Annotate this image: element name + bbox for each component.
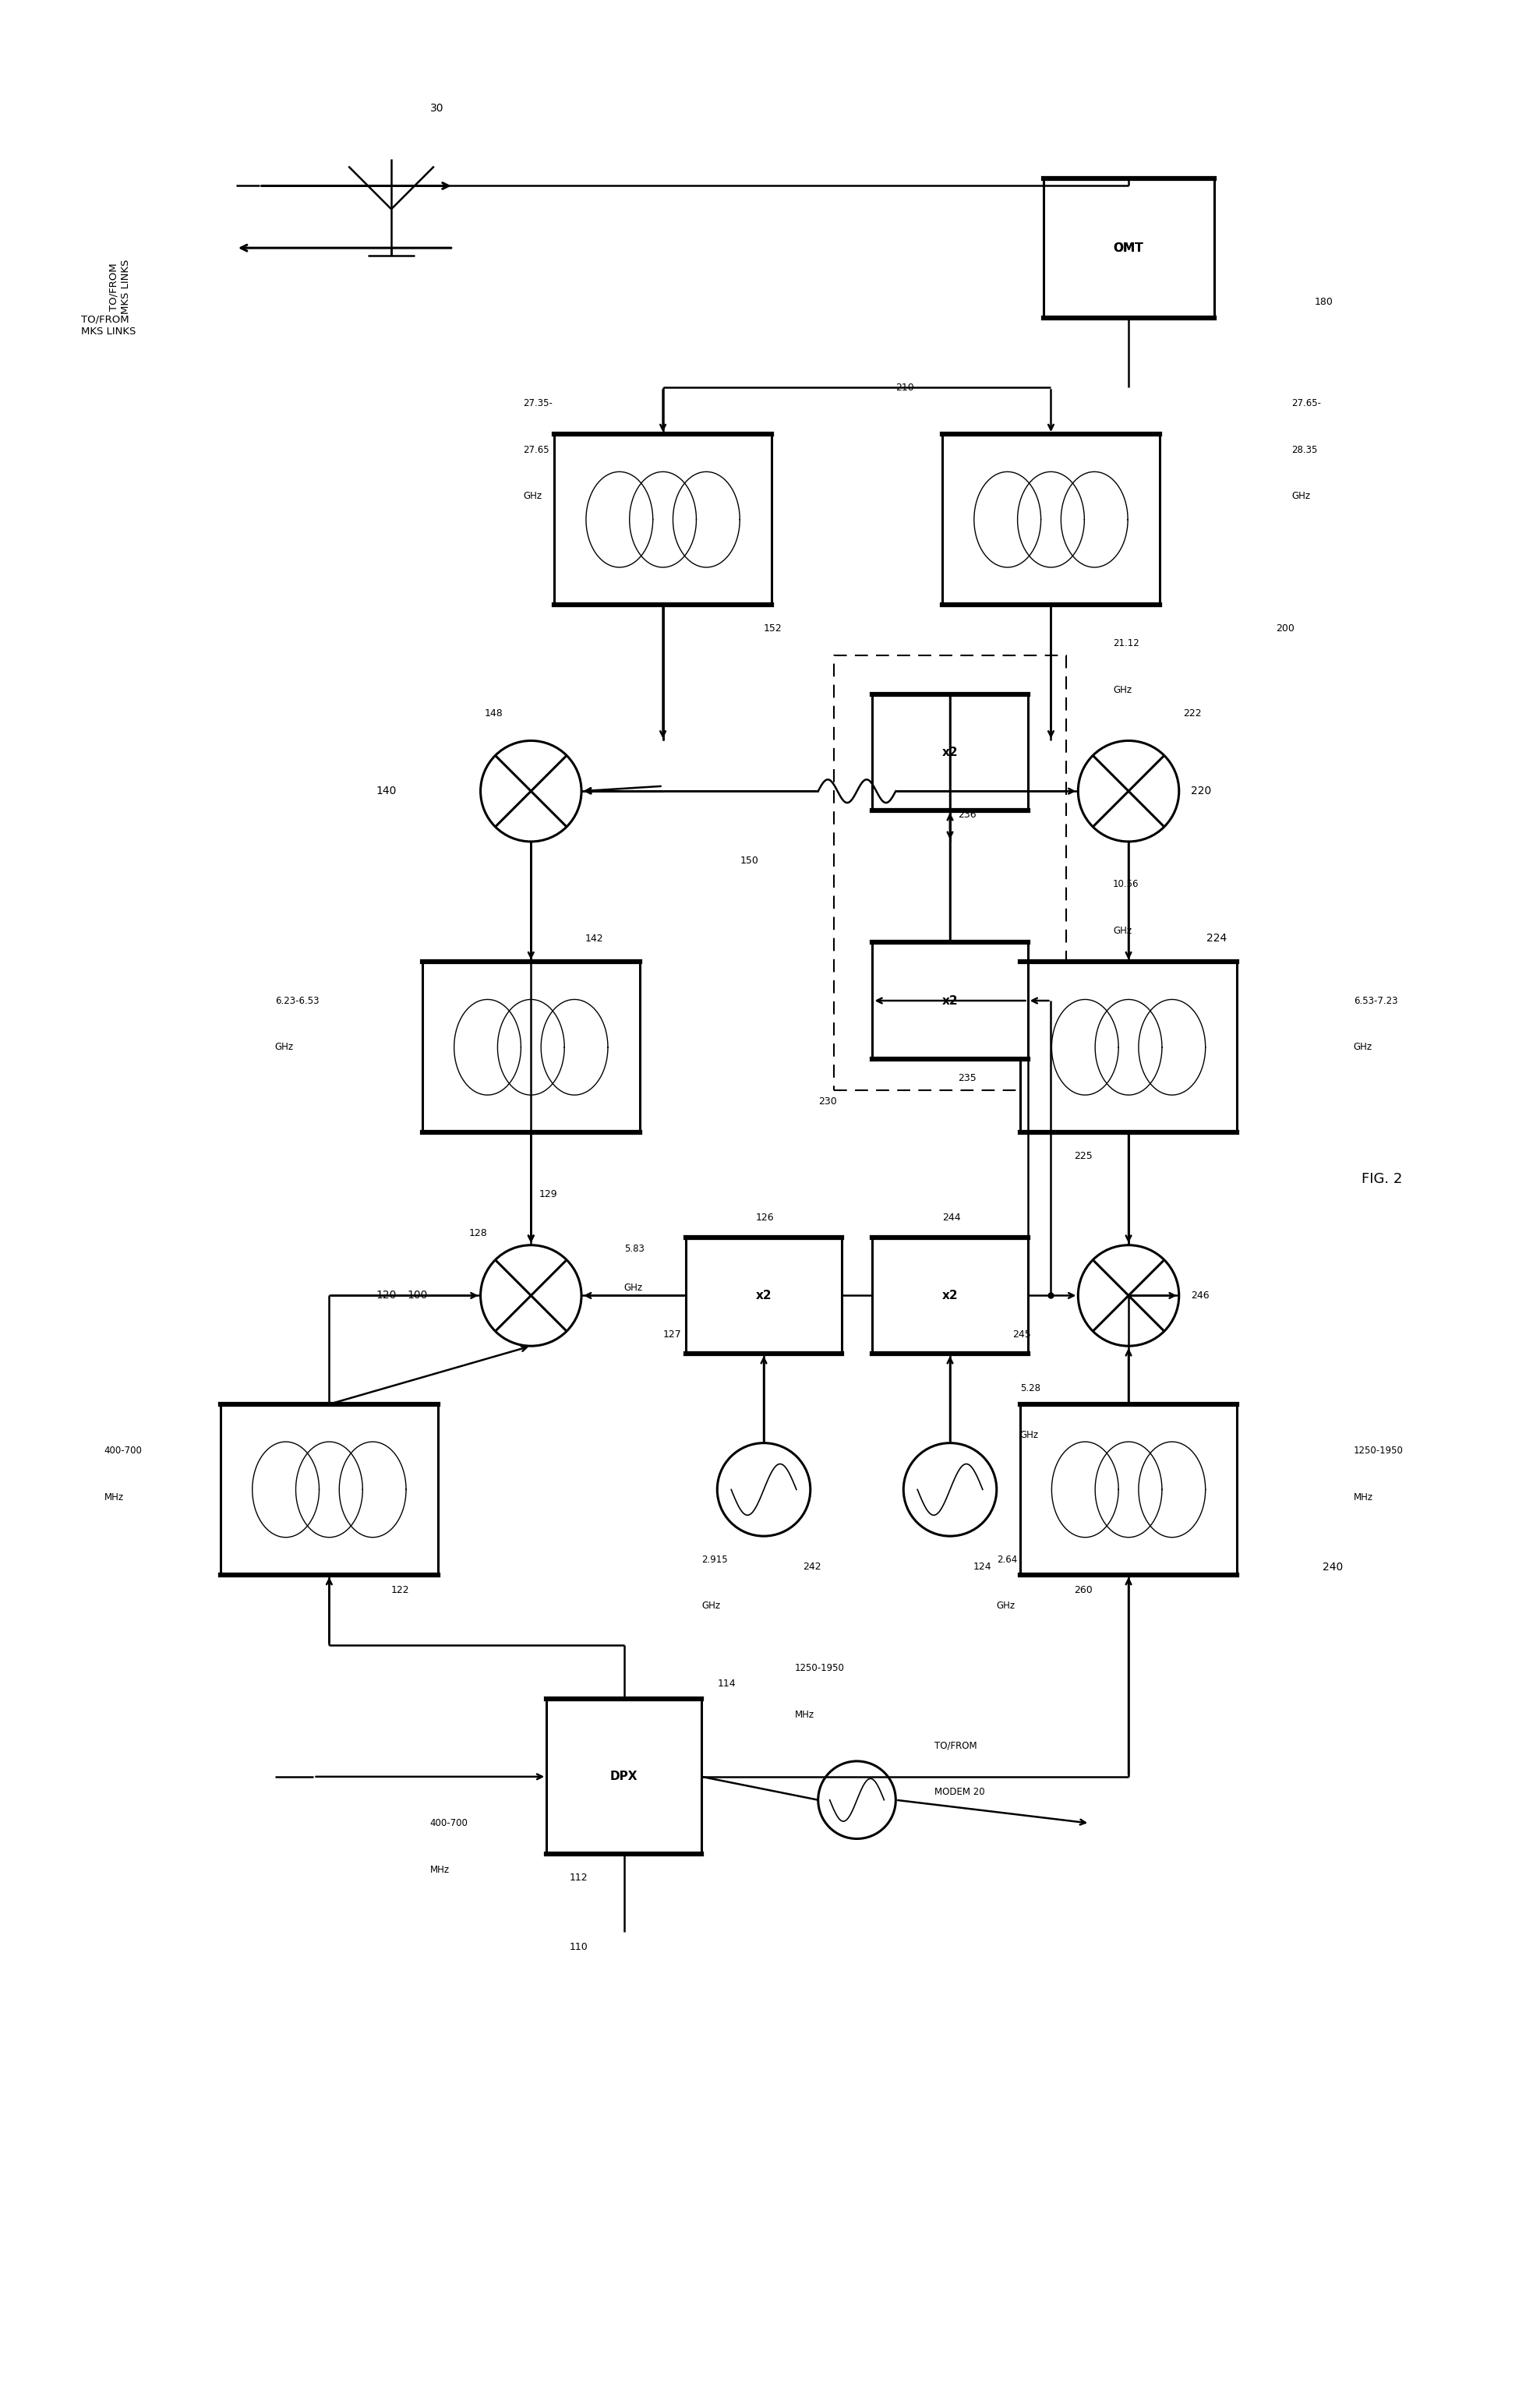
Text: 142: 142	[585, 933, 604, 943]
Text: 127: 127	[662, 1330, 681, 1339]
Text: 129: 129	[539, 1189, 557, 1201]
Text: 100: 100	[407, 1289, 428, 1301]
Text: 6.23-6.53: 6.23-6.53	[274, 995, 319, 1005]
Text: 28.35: 28.35	[1292, 444, 1318, 456]
Text: 120: 120	[376, 1289, 396, 1301]
Text: 122: 122	[391, 1585, 410, 1595]
Text: GHz: GHz	[1019, 1430, 1038, 1439]
Text: 152: 152	[764, 623, 782, 633]
Text: GHz: GHz	[524, 492, 542, 501]
Text: 225: 225	[1075, 1151, 1093, 1160]
Bar	[1019, 962, 1237, 1131]
Text: GHz: GHz	[624, 1282, 642, 1294]
Text: MHz: MHz	[430, 1864, 450, 1874]
Text: 245: 245	[1012, 1330, 1030, 1339]
Text: 236: 236	[958, 809, 976, 819]
Text: 240: 240	[1323, 1561, 1343, 1573]
Bar	[1043, 179, 1214, 317]
Text: GHz: GHz	[1113, 685, 1132, 695]
Text: 6.53-7.23: 6.53-7.23	[1354, 995, 1398, 1005]
Bar	[422, 962, 639, 1131]
Text: 1250-1950: 1250-1950	[1354, 1447, 1403, 1456]
Text: 126: 126	[756, 1213, 775, 1222]
Text: 200: 200	[1277, 623, 1295, 633]
Text: 180: 180	[1315, 298, 1334, 308]
Bar	[873, 1236, 1027, 1353]
Text: FIG. 2: FIG. 2	[1361, 1172, 1403, 1186]
Text: 5.83: 5.83	[624, 1244, 644, 1253]
Text: x2: x2	[942, 1289, 958, 1301]
Bar	[1019, 1404, 1237, 1575]
Text: 110: 110	[570, 1943, 588, 1953]
Text: MODEM 20: MODEM 20	[935, 1788, 986, 1797]
Text: 224: 224	[1206, 933, 1226, 943]
Text: x2: x2	[756, 1289, 772, 1301]
Text: x2: x2	[942, 747, 958, 759]
Text: 246: 246	[1190, 1291, 1209, 1301]
Text: 210: 210	[896, 382, 915, 394]
Text: GHz: GHz	[1354, 1043, 1372, 1053]
Bar	[873, 943, 1027, 1060]
Text: 27.35-: 27.35-	[524, 399, 553, 408]
Text: 2.64: 2.64	[996, 1554, 1016, 1563]
Text: 260: 260	[1075, 1585, 1093, 1595]
Text: GHz: GHz	[1113, 926, 1132, 936]
Bar	[547, 1700, 702, 1855]
Text: 235: 235	[958, 1074, 976, 1084]
Text: MHz: MHz	[795, 1709, 815, 1719]
Text: 400-700: 400-700	[105, 1447, 142, 1456]
Text: 2.915: 2.915	[702, 1554, 728, 1563]
Bar	[873, 695, 1027, 812]
Text: OMT: OMT	[1113, 241, 1144, 253]
Text: 220: 220	[1190, 785, 1210, 797]
Text: GHz: GHz	[702, 1602, 721, 1611]
Text: DPX: DPX	[610, 1771, 638, 1783]
Text: 148: 148	[485, 709, 504, 718]
Text: GHz: GHz	[274, 1043, 294, 1053]
Text: 27.65-: 27.65-	[1292, 399, 1321, 408]
Text: 114: 114	[718, 1678, 736, 1688]
Text: GHz: GHz	[1292, 492, 1311, 501]
Text: OMT: OMT	[1113, 241, 1144, 253]
Text: 140: 140	[376, 785, 396, 797]
Text: 30: 30	[430, 103, 444, 115]
Text: 150: 150	[741, 857, 759, 866]
Text: MHz: MHz	[105, 1492, 123, 1501]
Bar	[687, 1236, 841, 1353]
Text: 10.56: 10.56	[1113, 878, 1140, 890]
Text: 128: 128	[468, 1229, 487, 1239]
Text: TO/FROM: TO/FROM	[935, 1740, 976, 1750]
Text: 112: 112	[570, 1871, 588, 1883]
Bar	[220, 1404, 437, 1575]
Text: MHz: MHz	[1354, 1492, 1374, 1501]
Text: 400-700: 400-700	[430, 1819, 468, 1828]
Text: x2: x2	[942, 995, 958, 1007]
Text: TO/FROM
MKS LINKS: TO/FROM MKS LINKS	[82, 315, 136, 337]
Text: 21.12: 21.12	[1113, 640, 1140, 649]
Text: 124: 124	[973, 1561, 992, 1573]
Bar	[554, 434, 772, 604]
Text: 242: 242	[802, 1561, 821, 1573]
Text: 230: 230	[818, 1096, 836, 1108]
Text: TO/FROM
MKS LINKS: TO/FROM MKS LINKS	[109, 260, 131, 315]
Text: 27.65: 27.65	[524, 444, 550, 456]
Bar	[942, 434, 1160, 604]
Text: GHz: GHz	[996, 1602, 1015, 1611]
Text: 5.28: 5.28	[1019, 1384, 1040, 1394]
Text: 244: 244	[942, 1213, 961, 1222]
Text: 1250-1950: 1250-1950	[795, 1664, 844, 1673]
Text: 222: 222	[1183, 709, 1201, 718]
